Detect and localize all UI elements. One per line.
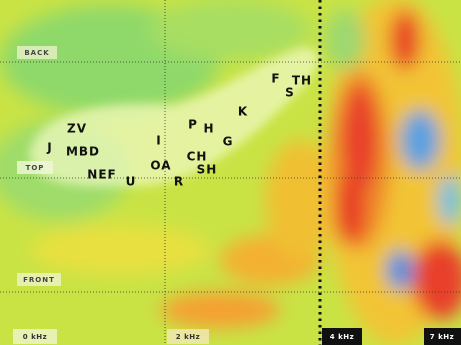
phoneme: G <box>223 135 234 149</box>
frequency-label: 4 kHz <box>330 333 354 341</box>
phoneme: TH <box>292 74 312 88</box>
frequency-label: 2 kHz <box>176 333 200 341</box>
phoneme: SH <box>197 163 218 177</box>
row-label: BACK <box>24 49 49 57</box>
phoneme: S <box>285 86 295 100</box>
phoneme: U <box>126 175 137 189</box>
phoneme: I <box>156 134 161 148</box>
phoneme: F <box>271 72 280 86</box>
phoneme: ZV <box>67 122 87 136</box>
row-labels: BACK TOP FRONT <box>17 46 61 286</box>
phoneme: J <box>46 141 52 155</box>
row-label: TOP <box>26 164 45 172</box>
phoneme: H <box>203 122 214 136</box>
phoneme: MBD <box>66 145 100 159</box>
row-label: FRONT <box>23 276 55 284</box>
phoneme: NEF <box>87 168 116 182</box>
frequency-label: 0 kHz <box>23 333 47 341</box>
phoneme: K <box>238 105 248 119</box>
frequency-label: 7 kHz <box>430 333 454 341</box>
phoneme: R <box>174 175 184 189</box>
phoneme: OA <box>150 159 171 173</box>
frequency-labels: 0 kHz 2 kHz 4 kHz 7 kHz <box>13 328 461 345</box>
phoneme: CH <box>187 150 208 164</box>
phoneme-labels: F TH S K P H G ZV I J MBD CH OA SH NEF U… <box>46 72 312 189</box>
phoneme: P <box>188 118 198 132</box>
